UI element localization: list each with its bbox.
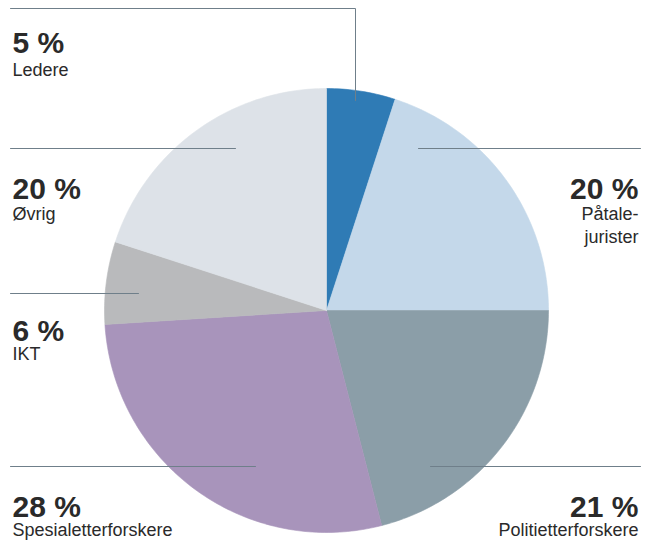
svg-text:Øvrig: Øvrig — [13, 204, 56, 224]
svg-text:Påtale-jurister: Påtale-jurister — [581, 204, 638, 247]
svg-text:21 %: 21 % — [570, 490, 638, 523]
svg-text:28 %: 28 % — [13, 490, 81, 523]
svg-text:IKT: IKT — [13, 344, 41, 364]
svg-text:20 %: 20 % — [13, 172, 81, 205]
svg-text:Ledere: Ledere — [13, 60, 69, 80]
svg-text:Spesialetterforskere: Spesialetterforskere — [13, 520, 173, 540]
svg-text:Politietterforskere: Politietterforskere — [498, 520, 638, 540]
svg-text:6 %: 6 % — [13, 314, 65, 347]
svg-text:20 %: 20 % — [570, 172, 638, 205]
svg-text:5 %: 5 % — [13, 26, 65, 59]
